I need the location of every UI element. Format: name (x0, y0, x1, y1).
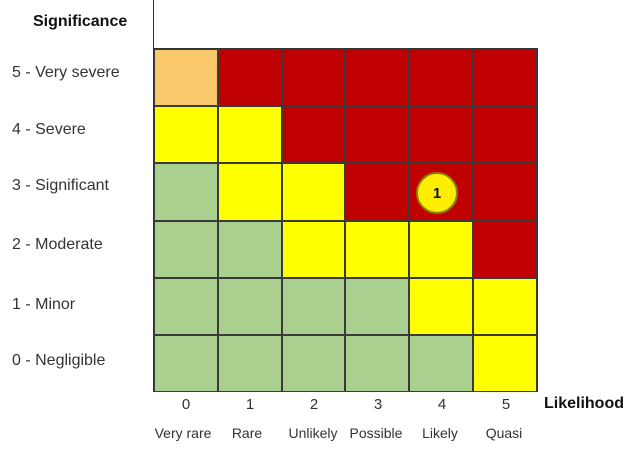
matrix-cell-s2-l0 (154, 220, 218, 278)
matrix-cell-s4-l5 (473, 106, 537, 164)
matrix-cell-s1-l0 (154, 277, 218, 335)
x-axis-title: Likelihood (544, 395, 624, 412)
matrix-cell-s5-l3 (345, 49, 410, 107)
matrix-cell-s2-l4 (409, 220, 474, 278)
col-number-4: 4 (437, 396, 447, 413)
row-label-0: 0 - Negligible (12, 352, 106, 369)
matrix-cell-s5-l0 (154, 49, 218, 107)
matrix-cell-s2-l3 (345, 220, 410, 278)
col-number-5: 5 (501, 396, 511, 413)
matrix-cell-s5-l1 (217, 49, 282, 107)
matrix-cell-s4-l4 (409, 106, 474, 164)
col-word-1: Rare (231, 425, 263, 441)
col-number-3: 3 (373, 396, 383, 413)
col-number-1: 1 (245, 396, 255, 413)
col-word-4: Likely (422, 425, 458, 441)
matrix-cell-s1-l3 (345, 277, 410, 335)
col-number-0: 0 (181, 396, 191, 413)
matrix-cell-s1-l5 (473, 277, 537, 335)
matrix-cell-s1-l1 (217, 277, 282, 335)
col-word-2: Unlikely (288, 425, 338, 441)
y-axis-line (153, 0, 154, 392)
row-label-3: 3 - Significant (12, 177, 109, 194)
matrix-grid (154, 48, 538, 392)
col-word-3: Possible (349, 425, 403, 441)
matrix-cell-s3-l2 (281, 163, 346, 221)
row-label-4: 4 - Severe (12, 121, 86, 138)
matrix-cell-s0-l3 (345, 334, 410, 392)
matrix-cell-s0-l5 (473, 334, 537, 392)
matrix-cell-s4-l3 (345, 106, 410, 164)
matrix-cell-s0-l2 (281, 334, 346, 392)
matrix-cell-s0-l1 (217, 334, 282, 392)
row-label-1: 1 - Minor (12, 296, 76, 313)
matrix-cell-s5-l5 (473, 49, 537, 107)
row-label-2: 2 - Moderate (12, 236, 103, 253)
matrix-cell-s2-l1 (217, 220, 282, 278)
col-word-0: Very rare (154, 425, 212, 441)
matrix-cell-s0-l0 (154, 334, 218, 392)
matrix-cell-s3-l3 (345, 163, 410, 221)
matrix-cell-s5-l4 (409, 49, 474, 107)
matrix-cell-s1-l2 (281, 277, 346, 335)
col-number-2: 2 (309, 396, 319, 413)
matrix-cell-s5-l2 (281, 49, 346, 107)
matrix-cell-s4-l0 (154, 106, 218, 164)
matrix-cell-s3-l1 (217, 163, 282, 221)
matrix-cell-s2-l5 (473, 220, 537, 278)
matrix-cell-s4-l2 (281, 106, 346, 164)
matrix-cell-s2-l2 (281, 220, 346, 278)
matrix-cell-s3-l0 (154, 163, 218, 221)
matrix-cell-s1-l4 (409, 277, 474, 335)
risk-marker: 1 (416, 172, 458, 214)
row-label-5: 5 - Very severe (12, 64, 120, 81)
y-axis-title: Significance (33, 13, 128, 30)
matrix-cell-s4-l1 (217, 106, 282, 164)
col-word-5: Quasi (485, 425, 523, 441)
matrix-cell-s0-l4 (409, 334, 474, 392)
matrix-cell-s3-l5 (473, 163, 537, 221)
